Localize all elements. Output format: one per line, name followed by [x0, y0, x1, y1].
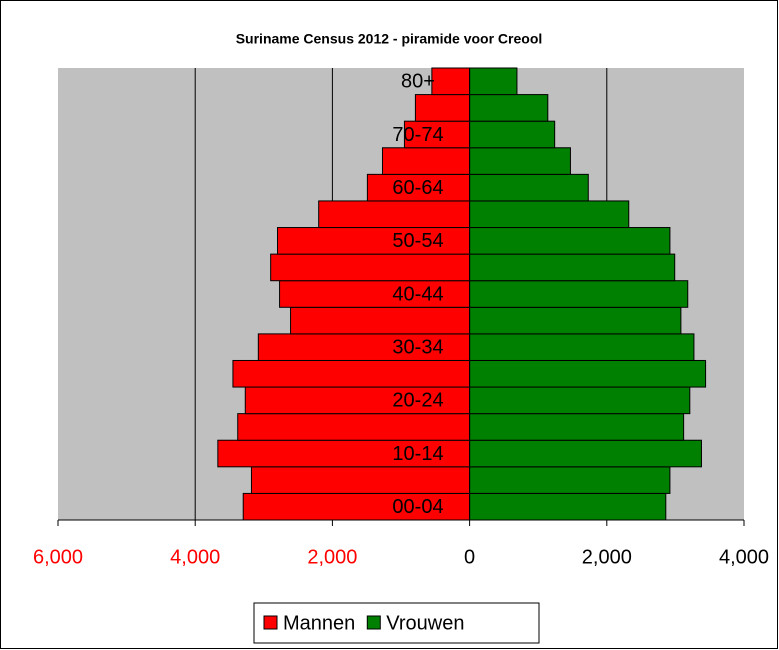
legend-swatch	[366, 615, 381, 630]
category-label: 80+	[401, 71, 435, 93]
category-label: 00-04	[392, 496, 443, 518]
bar	[279, 280, 471, 308]
bar	[431, 67, 471, 96]
bar	[469, 173, 589, 202]
category-label: 60-64	[392, 177, 443, 199]
x-tick-label: 0	[464, 546, 475, 568]
legend-box	[253, 602, 540, 644]
bar	[270, 253, 471, 282]
bar	[469, 359, 707, 388]
chart-title: Suriname Census 2012 - piramide voor Cre…	[236, 31, 543, 47]
bar	[469, 94, 549, 122]
bar	[469, 253, 676, 282]
bar	[469, 413, 685, 441]
category-label: 10-14	[392, 443, 443, 465]
legend-label: Mannen	[283, 612, 355, 634]
bar	[469, 147, 571, 175]
x-tick-label: 4,000	[719, 546, 769, 568]
bar	[250, 466, 471, 494]
bar	[469, 67, 518, 96]
bar	[381, 147, 471, 175]
bar	[469, 227, 671, 255]
x-tick-label: 4,000	[170, 546, 220, 568]
bar	[277, 227, 471, 255]
x-tick-label: 2,000	[307, 546, 357, 568]
category-label: 40-44	[392, 283, 443, 305]
bar	[469, 200, 630, 229]
bar	[469, 280, 689, 308]
bar	[469, 492, 667, 521]
category-label: 50-54	[392, 230, 443, 252]
bar	[469, 439, 702, 468]
x-tick-label: 2,000	[582, 546, 632, 568]
bar	[232, 359, 471, 388]
bar	[469, 120, 556, 149]
bar	[469, 386, 691, 415]
x-tick-label: 6,000	[33, 546, 83, 568]
bar	[318, 200, 471, 229]
bar	[469, 333, 695, 361]
legend-label: Vrouwen	[386, 612, 464, 634]
bar	[414, 94, 471, 122]
bar	[237, 413, 471, 441]
category-label: 30-34	[392, 336, 443, 358]
category-label: 20-24	[392, 390, 443, 412]
bar	[469, 306, 682, 335]
legend-swatch	[263, 615, 278, 630]
bar	[257, 333, 471, 361]
bar	[290, 306, 471, 335]
bar	[469, 466, 671, 494]
category-label: 70-74	[392, 124, 443, 146]
